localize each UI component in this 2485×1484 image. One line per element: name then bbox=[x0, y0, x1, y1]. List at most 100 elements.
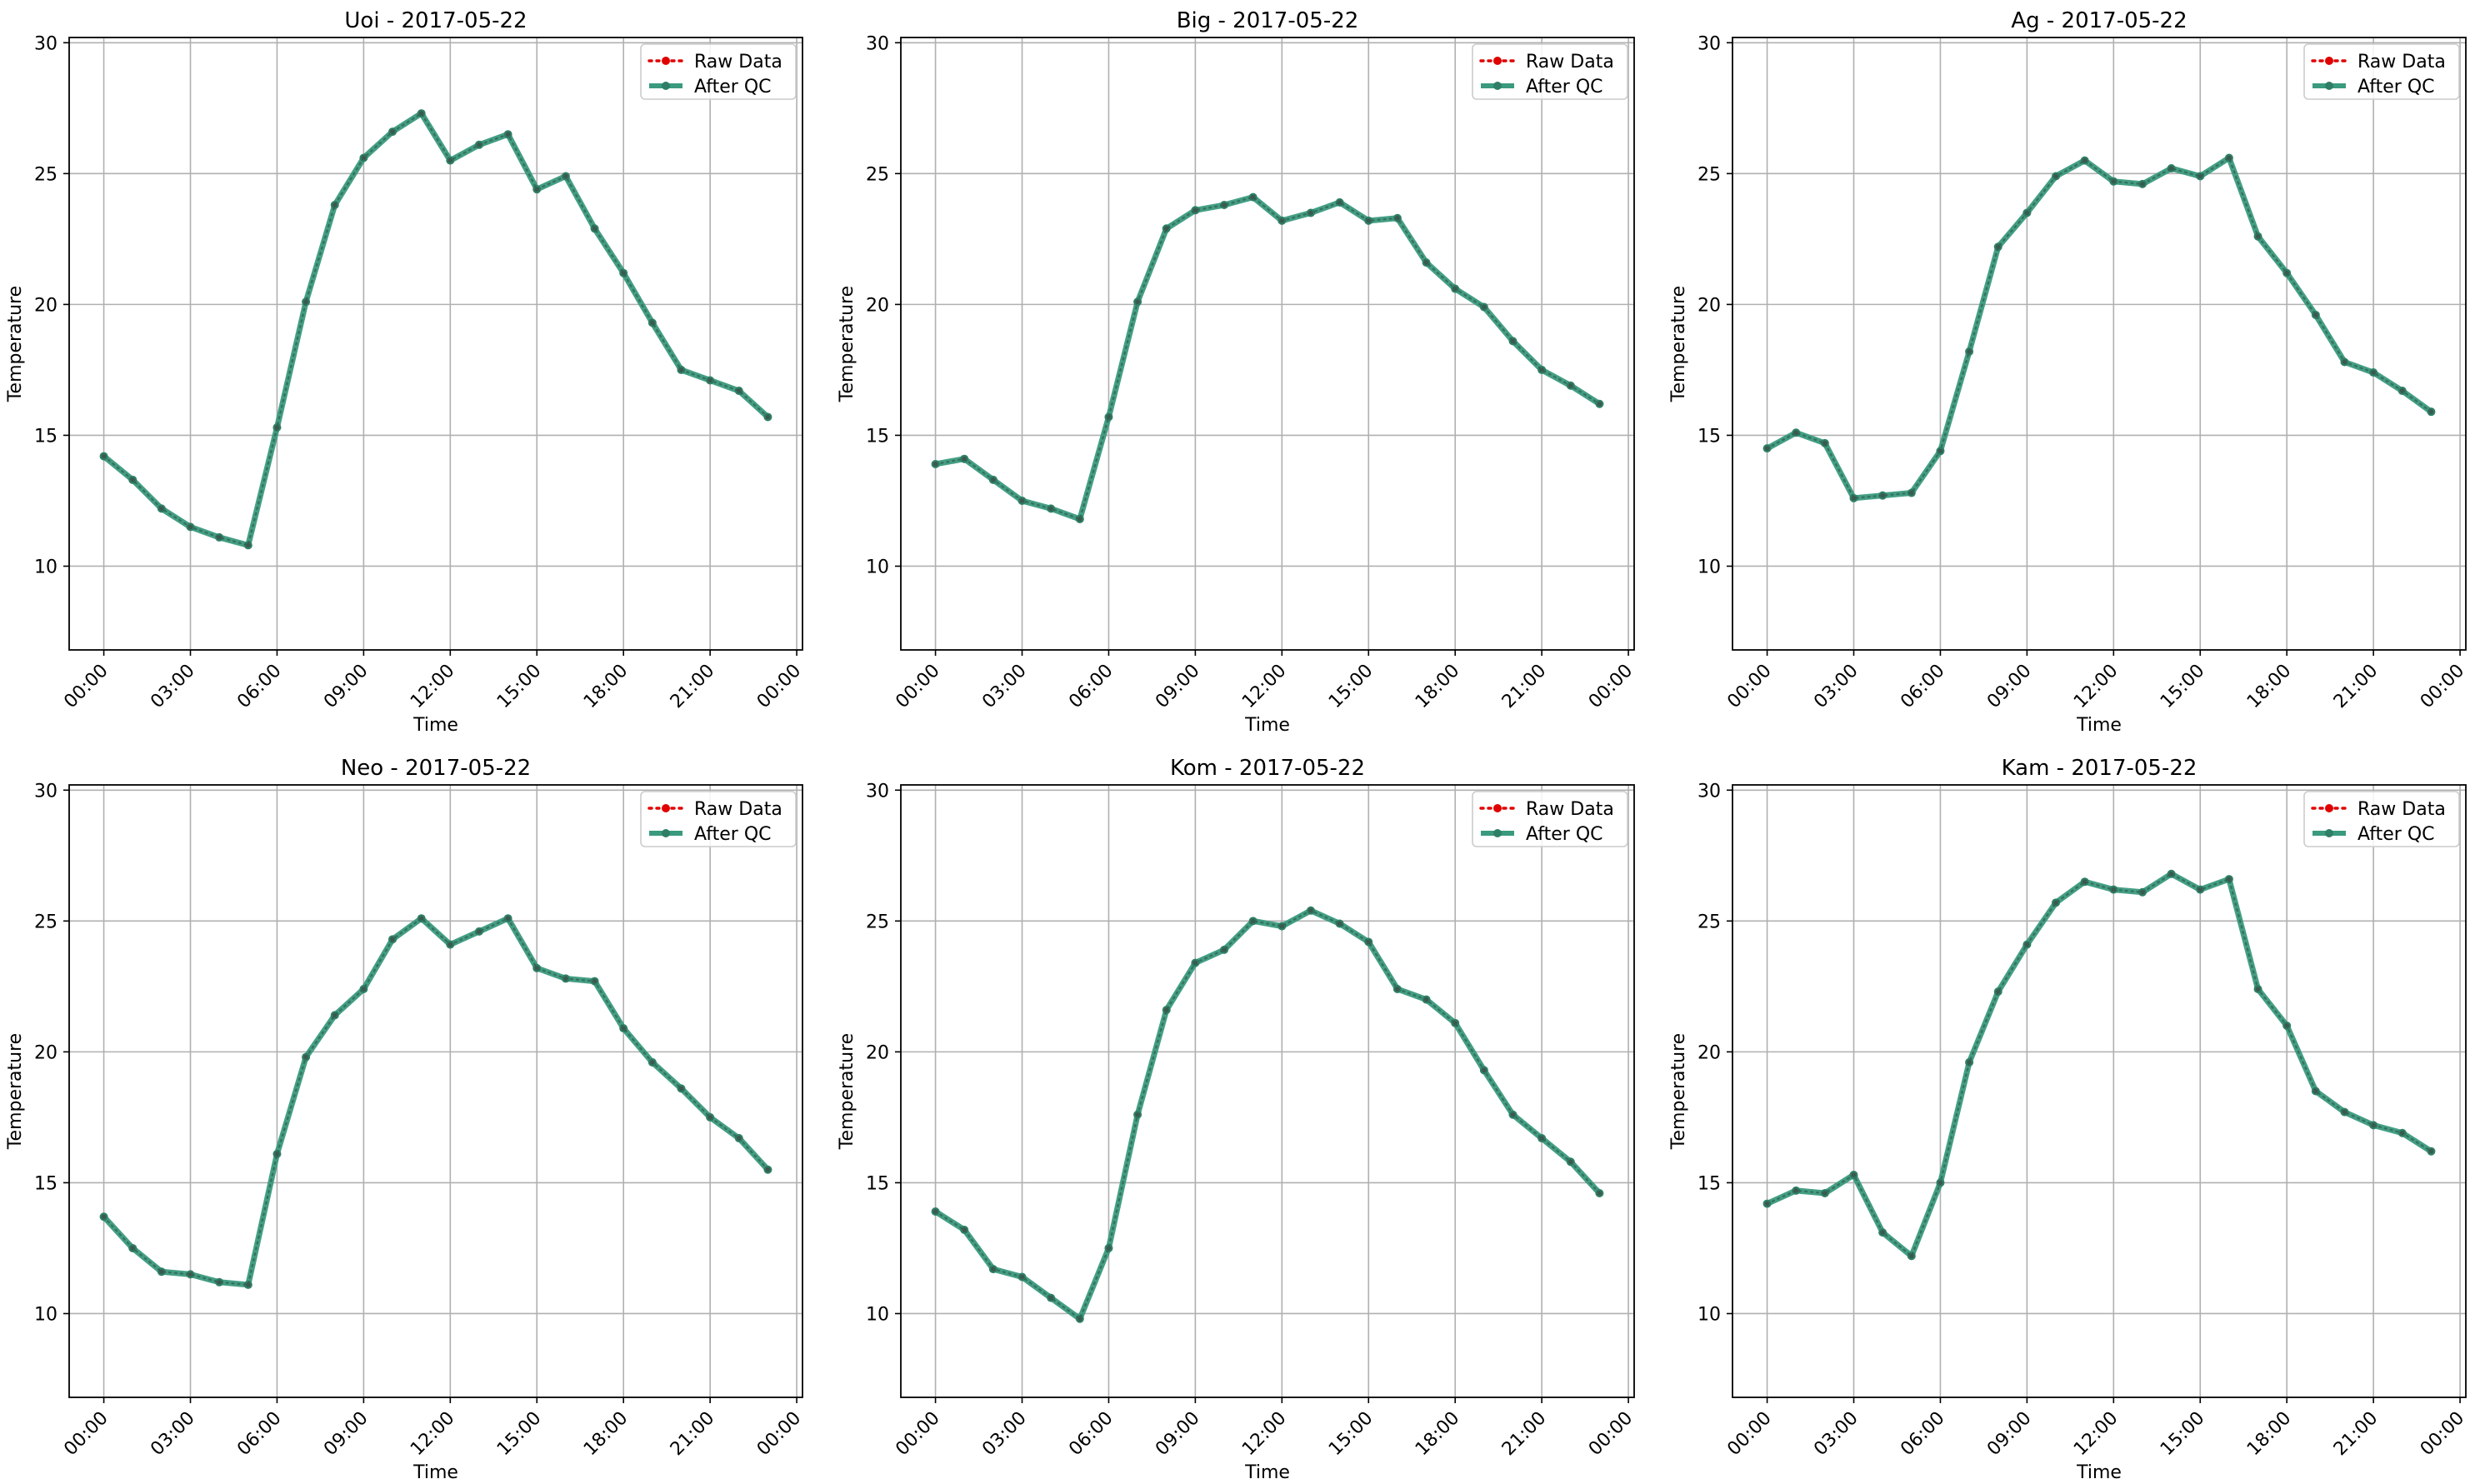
axes-frame bbox=[1732, 784, 2467, 1398]
data-point-raw-data bbox=[621, 1026, 626, 1031]
data-point-raw-data bbox=[2168, 871, 2174, 877]
x-tick-label: 00:00 bbox=[1723, 661, 1776, 713]
data-point-raw-data bbox=[2428, 409, 2434, 414]
data-point-raw-data bbox=[534, 966, 540, 971]
series-line-after-qc bbox=[1765, 154, 2433, 502]
data-point-raw-data bbox=[1019, 1274, 1025, 1280]
x-tick-label: 09:00 bbox=[1983, 1408, 2036, 1461]
data-point-raw-data bbox=[2399, 1130, 2405, 1136]
data-point-raw-data bbox=[1250, 918, 1256, 924]
legend-marker-after-qc bbox=[1493, 82, 1502, 90]
data-point-raw-data bbox=[2313, 1088, 2318, 1094]
data-point-raw-data bbox=[418, 916, 424, 921]
subplot-title: Ag - 2017-05-22 bbox=[2011, 8, 2187, 33]
data-point-raw-data bbox=[2371, 370, 2376, 375]
x-tick-label: 18:00 bbox=[580, 1408, 632, 1461]
data-point-raw-data bbox=[274, 425, 280, 430]
data-point-raw-data bbox=[2111, 887, 2117, 892]
x-tick-label: 21:00 bbox=[1498, 661, 1551, 713]
y-tick-label: 30 bbox=[866, 33, 889, 54]
x-tick-label: 00:00 bbox=[60, 661, 112, 713]
x-tick-label: 12:00 bbox=[1238, 661, 1291, 713]
x-tick-label: 09:00 bbox=[320, 661, 372, 713]
x-tick-label: 06:00 bbox=[1897, 661, 1949, 713]
data-point-raw-data bbox=[217, 535, 222, 540]
y-tick-label: 20 bbox=[34, 295, 58, 316]
data-point-raw-data bbox=[159, 1269, 164, 1275]
data-point-raw-data bbox=[246, 542, 251, 548]
y-tick-label: 30 bbox=[1698, 33, 1721, 54]
series-line-raw-data bbox=[934, 196, 1601, 521]
data-point-raw-data bbox=[2140, 182, 2145, 187]
legend-label-raw-data: Raw Data bbox=[2358, 52, 2446, 72]
data-point-raw-data bbox=[1135, 1112, 1140, 1117]
y-tick-label: 10 bbox=[1698, 1304, 1721, 1325]
x-tick-label: 06:00 bbox=[233, 661, 286, 713]
subplot-2: 10 15 20 25 30 00:00 03:00 06:00 09:00 12:00 15:00… bbox=[837, 8, 1637, 736]
data-point-raw-data bbox=[1279, 218, 1285, 223]
data-point-raw-data bbox=[1337, 200, 1342, 205]
data-point-raw-data bbox=[1967, 349, 1972, 354]
x-tick-label: 00:00 bbox=[753, 1408, 806, 1461]
x-tick-label: 06:00 bbox=[233, 1408, 286, 1461]
data-point-raw-data bbox=[1423, 260, 1429, 265]
y-tick-label: 15 bbox=[866, 1173, 889, 1194]
x-tick-label: 00:00 bbox=[1585, 661, 1638, 713]
x-tick-label: 12:00 bbox=[407, 1408, 459, 1461]
x-tick-label: 00:00 bbox=[892, 661, 944, 713]
axes-frame bbox=[68, 784, 803, 1398]
data-point-raw-data bbox=[188, 1272, 193, 1277]
series-line-after-qc bbox=[102, 110, 770, 548]
x-tick-label: 18:00 bbox=[2243, 661, 2296, 713]
data-point-raw-data bbox=[1395, 987, 1400, 992]
data-point-raw-data bbox=[418, 111, 424, 116]
data-point-raw-data bbox=[2371, 1122, 2376, 1128]
data-point-raw-data bbox=[1510, 1112, 1516, 1117]
data-point-raw-data bbox=[1880, 1230, 1885, 1235]
subplot-6: 10 15 20 25 30 00:00 03:00 06:00 09:00 12:00 15:00… bbox=[1668, 756, 2468, 1483]
x-tick-label: 15:00 bbox=[1325, 1408, 1378, 1461]
data-point-raw-data bbox=[1135, 299, 1140, 305]
data-point-raw-data bbox=[563, 976, 568, 982]
subplot-title: Kam - 2017-05-22 bbox=[2002, 756, 2198, 781]
data-point-raw-data bbox=[1967, 1060, 1972, 1065]
data-point-raw-data bbox=[1452, 286, 1458, 292]
data-point-raw-data bbox=[1851, 496, 1857, 501]
legend-label-after-qc: After QC bbox=[694, 77, 772, 97]
data-point-raw-data bbox=[1764, 1201, 1770, 1207]
legend-marker-after-qc bbox=[1493, 829, 1502, 837]
data-point-raw-data bbox=[1793, 430, 1799, 436]
data-point-raw-data bbox=[650, 320, 655, 326]
x-tick-label: 18:00 bbox=[2243, 1408, 2296, 1461]
x-tick-label: 15:00 bbox=[2157, 661, 2209, 713]
data-point-raw-data bbox=[130, 477, 136, 482]
data-point-raw-data bbox=[765, 414, 771, 420]
legend-marker-raw-data bbox=[1493, 804, 1502, 812]
data-point-raw-data bbox=[1163, 226, 1169, 232]
data-point-raw-data bbox=[2428, 1148, 2434, 1154]
legend: Raw Data After QC bbox=[640, 43, 797, 100]
data-point-raw-data bbox=[303, 299, 308, 305]
data-point-raw-data bbox=[2082, 157, 2088, 163]
data-point-raw-data bbox=[1250, 194, 1256, 200]
data-point-raw-data bbox=[2053, 900, 2058, 906]
y-tick-label: 25 bbox=[866, 912, 889, 932]
data-point-raw-data bbox=[2198, 887, 2203, 892]
data-point-raw-data bbox=[1192, 207, 1198, 213]
data-point-raw-data bbox=[534, 187, 540, 192]
x-tick-label: 03:00 bbox=[147, 1408, 199, 1461]
legend-label-raw-data: Raw Data bbox=[1526, 52, 1614, 72]
series-line-raw-data bbox=[934, 909, 1601, 1321]
data-point-raw-data bbox=[332, 1012, 338, 1018]
x-tick-label: 12:00 bbox=[1238, 1408, 1291, 1461]
y-tick-label: 25 bbox=[1698, 164, 1721, 185]
data-point-raw-data bbox=[2227, 877, 2232, 882]
data-point-raw-data bbox=[678, 367, 684, 372]
data-point-raw-data bbox=[1279, 923, 1285, 929]
data-point-raw-data bbox=[2111, 178, 2117, 184]
x-tick-label: 03:00 bbox=[1810, 1408, 1862, 1461]
data-point-raw-data bbox=[1597, 1191, 1602, 1196]
x-tick-label: 15:00 bbox=[493, 1408, 546, 1461]
x-tick-label: 12:00 bbox=[407, 661, 459, 713]
